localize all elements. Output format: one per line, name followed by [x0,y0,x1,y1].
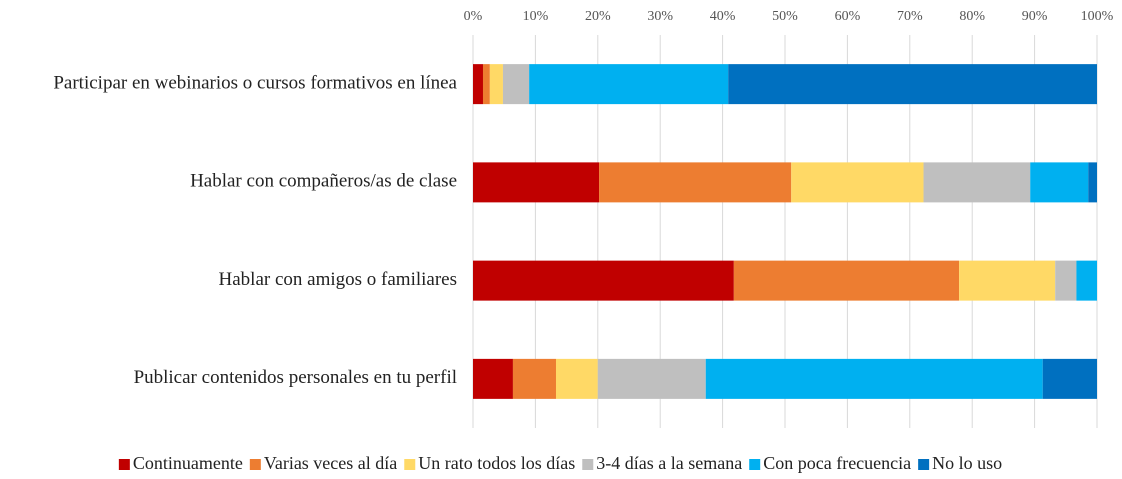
legend-swatch [249,459,261,470]
legend-label: Un rato todos los días [418,453,575,473]
x-tick-label: 0% [464,9,483,24]
x-tick-label: 30% [647,9,673,24]
x-tick-label: 50% [772,9,798,24]
y-tick-label: Hablar con compañeros/as de clase [190,171,457,192]
bar-segment [512,358,556,399]
bar-segment [473,260,734,301]
x-tick-label: 60% [835,9,861,24]
x-tick-label: 90% [1022,9,1048,24]
bar-segment [555,358,598,399]
bar-segment [502,64,530,105]
x-tick-label: 20% [585,9,611,24]
x-tick-label: 70% [897,9,923,24]
bar-segment [473,358,513,399]
bar-segment [597,358,706,399]
bar-segment [473,162,600,203]
x-tick-label: 40% [710,9,736,24]
legend-label: No lo uso [932,453,1002,473]
y-tick-label: Hablar con amigos o familiares [219,269,457,290]
y-tick-label: Publicar contenidos personales en tu per… [134,367,457,388]
bar-segment [1055,260,1077,301]
bar-segment [482,64,490,105]
x-tick-label: 100% [1081,9,1114,24]
legend-swatch [404,459,416,470]
x-tick-label: 10% [523,9,549,24]
bar-segment [705,358,1043,399]
bar-segment [489,64,503,105]
bar-segment [791,162,924,203]
bar-segment [733,260,960,301]
legend-label: Con poca frecuencia [763,453,911,473]
bar-segment [1088,162,1097,203]
legend-swatch [918,459,930,470]
bar-segment [1030,162,1089,203]
legend-label: Continuamente [133,453,243,473]
x-tick-label: 80% [959,9,985,24]
y-tick-label: Participar en webinarios o cursos format… [53,72,457,93]
legend-label: Varias veces al día [264,453,397,473]
legend-swatch [749,459,761,470]
bar-segment [1076,260,1097,301]
legend-swatch [118,459,130,470]
bar-segment [1042,358,1097,399]
legend-label: 3-4 días a la semana [596,453,742,473]
bar-segment [473,64,483,105]
bar-segment [529,64,729,105]
bar-segment [923,162,1031,203]
bar-segment [959,260,1056,301]
bar-segment [728,64,1097,105]
legend-swatch [582,459,594,470]
bar-segment [599,162,792,203]
